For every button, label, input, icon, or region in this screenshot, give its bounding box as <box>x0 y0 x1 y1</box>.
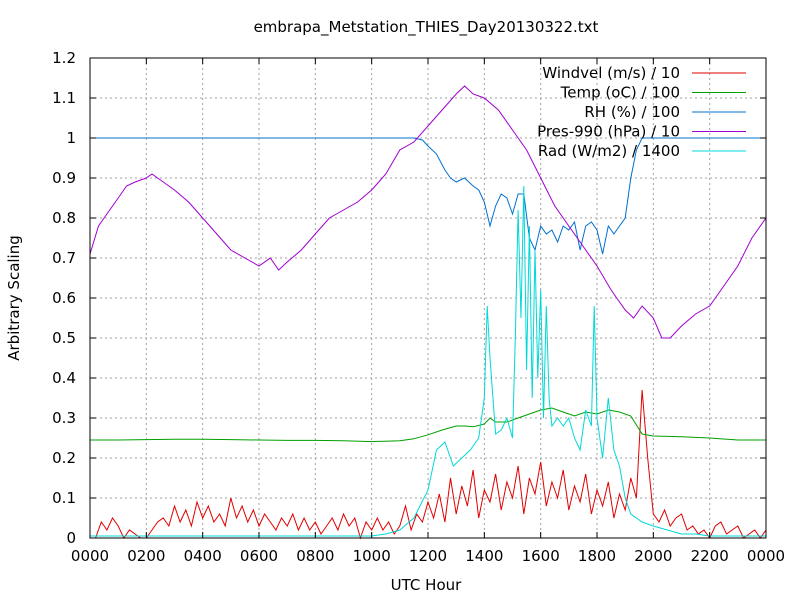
y-tick-label: 0.4 <box>52 369 76 387</box>
x-tick-label: 1600 <box>522 547 560 565</box>
series-line <box>89 85 767 339</box>
legend-label: Windvel (m/s) / 10 <box>542 64 680 82</box>
y-tick-label: 0.1 <box>52 489 76 507</box>
x-tick-label: 1400 <box>465 547 503 565</box>
x-axis-tick-labels: 0000 0200 0400 0600 0800 1000 1200 1400 1600 1800… <box>71 547 785 565</box>
x-axis-label: UTC Hour <box>391 576 462 594</box>
chart-title: embrapa_Metstation_THIES_Day20130322.txt <box>254 18 599 37</box>
y-tick-label: 0.2 <box>52 449 76 467</box>
x-tick-label: 1000 <box>353 547 391 565</box>
y-tick-label: 0.5 <box>52 329 76 347</box>
series-line <box>90 389 767 540</box>
series-line <box>90 407 766 443</box>
legend-label: Temp (oC) / 100 <box>560 84 680 102</box>
y-tick-label: 0.8 <box>52 209 76 227</box>
x-tick-label: 0200 <box>127 547 165 565</box>
y-tick-label: 0.3 <box>52 409 76 427</box>
y-tick-label: 1.1 <box>52 89 76 107</box>
y-tick-label: 0.6 <box>52 289 76 307</box>
y-tick-label: 1 <box>66 129 76 147</box>
y-tick-label: 0.7 <box>52 249 76 267</box>
y-tick-label: 1.2 <box>52 49 76 67</box>
x-tick-label: 1200 <box>409 547 447 565</box>
y-axis-label: Arbitrary Scaling <box>5 235 23 361</box>
x-tick-label: 0000 <box>71 547 109 565</box>
y-tick-label: 0 <box>66 529 76 547</box>
x-tick-label: 2000 <box>634 547 672 565</box>
y-tick-label: 0.9 <box>52 169 76 187</box>
x-tick-label: 0600 <box>240 547 278 565</box>
legend-label: Rad (W/m2) / 1400 <box>538 142 680 160</box>
y-axis-tick-labels: 0 0.1 0.2 0.3 0.4 0.5 0.6 0.7 0.8 0.9 1 1.1 1.2 <box>52 49 76 547</box>
x-tick-label: 0800 <box>296 547 334 565</box>
x-tick-label: 0000 <box>747 547 785 565</box>
x-tick-label: 1800 <box>578 547 616 565</box>
legend-label: Pres-990 (hPa) / 10 <box>537 123 680 141</box>
series-line <box>90 185 766 537</box>
axis-ticks <box>89 57 767 539</box>
legend-label: RH (%) / 100 <box>584 103 680 121</box>
x-tick-label: 0400 <box>184 547 222 565</box>
plot-series <box>89 85 767 540</box>
x-tick-label: 2200 <box>691 547 729 565</box>
